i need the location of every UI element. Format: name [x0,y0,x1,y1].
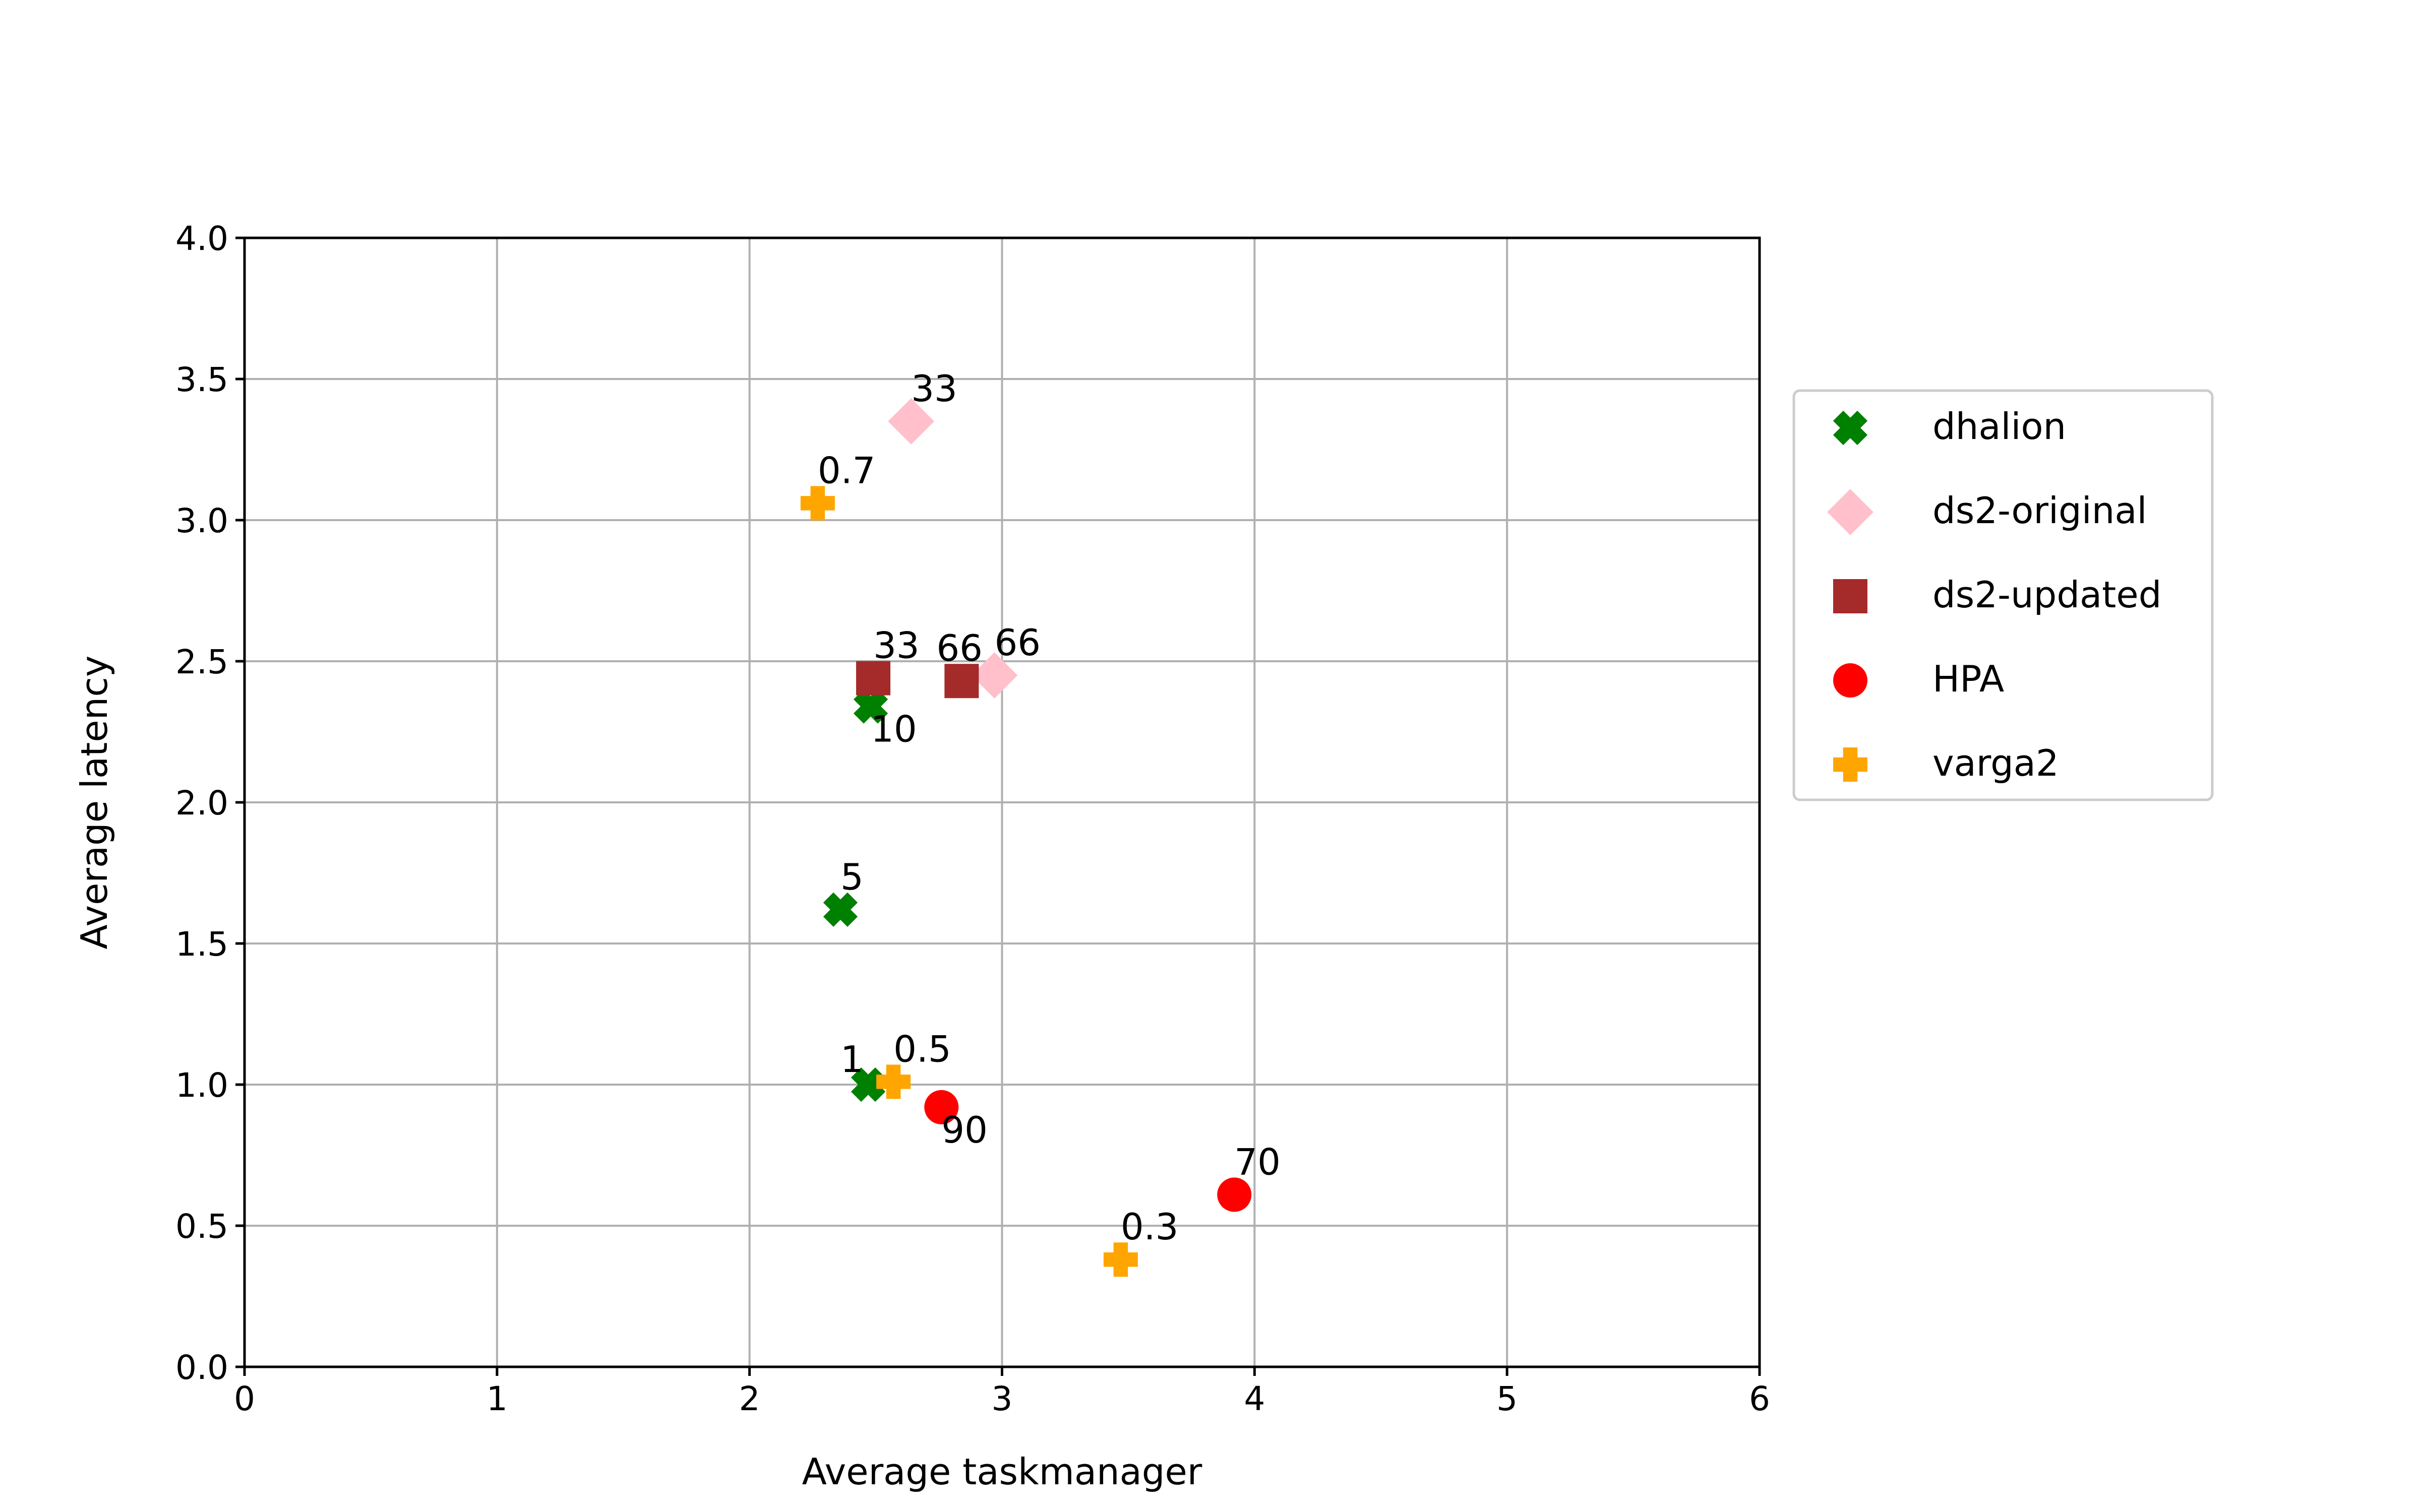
dhalion-point [853,689,888,724]
legend: dhalion ds2-original ds2-updated HPA varga2 [1792,389,2214,801]
x-tick-label: 3 [992,1379,1013,1418]
legend-entry-label: ds2-updated [1932,574,2161,616]
legend-box [1792,389,2214,801]
varga2-point-label: 0.3 [1121,1206,1179,1248]
dhalion-legend-marker [1833,410,1868,446]
x-tick-label: 1 [487,1379,508,1418]
legend-entry-label: ds2-original [1932,489,2147,532]
ds2-updated-point [856,661,891,696]
ds2-original-point-label: 33 [911,367,957,410]
y-tick-label: 3.5 [175,360,228,399]
grid-lines [244,237,1761,1368]
axis-ticks: 0 1 2 3 4 5 6 0.0 0.5 1.0 1.5 2.0 2.5 3.0 3.5 4.0 [175,219,1770,1418]
HPA-point-label: 90 [941,1109,988,1151]
x-tick-label: 5 [1496,1379,1518,1418]
y-tick-label: 4.0 [175,219,228,258]
x-tick-label: 2 [739,1379,760,1418]
y-axis-title: Average latency [73,655,115,949]
legend-entry-label: HPA [1932,658,2004,700]
ds2-updated-point [944,664,979,699]
x-axis-title: Average taskmanager [802,1451,1202,1493]
HPA-point [924,1090,959,1124]
data-points [800,398,1252,1277]
varga2-point-label: 0.5 [893,1028,951,1070]
ds2-original-legend-marker [1827,489,1873,535]
y-tick-label: 0.0 [175,1348,228,1387]
varga2-point [876,1064,911,1099]
HPA-point-label: 70 [1234,1141,1281,1183]
HPA-legend-marker [1833,663,1867,698]
y-tick-label: 3.0 [175,501,228,540]
dhalion-point-label: 5 [840,856,864,898]
varga2-point [1103,1242,1138,1277]
ds2-updated-legend-marker [1833,579,1867,613]
y-tick-label: 0.5 [175,1207,228,1246]
x-tick-label: 0 [234,1379,255,1418]
ds2-original-point-label: 66 [994,621,1041,664]
ds2-updated-point-label: 33 [873,624,920,667]
legend-entry-label: dhalion [1932,405,2066,448]
y-tick-label: 1.0 [175,1066,228,1105]
ds2-original-point [888,398,935,445]
plot-frame [243,236,1761,1368]
x-tick-label: 4 [1244,1379,1265,1418]
point-labels: 1 5 10 33 66 33 66 90 70 0.7 0.5 0.3 [818,367,1281,1248]
ds2-original-point [971,652,1018,699]
varga2-legend-marker [1833,747,1867,782]
dhalion-point-label: 1 [840,1038,864,1081]
y-tick-label: 2.5 [175,643,228,681]
x-tick-label: 6 [1749,1379,1770,1418]
ds2-updated-point-label: 66 [936,627,983,669]
y-tick-label: 2.0 [175,784,228,823]
legend-entry-label: varga2 [1932,742,2059,784]
dhalion-point [823,892,858,927]
varga2-point-label: 0.7 [818,449,876,491]
varga2-point [800,486,835,521]
HPA-point [1217,1177,1252,1212]
y-tick-label: 1.5 [175,925,228,964]
dhalion-point-label: 10 [871,708,917,750]
